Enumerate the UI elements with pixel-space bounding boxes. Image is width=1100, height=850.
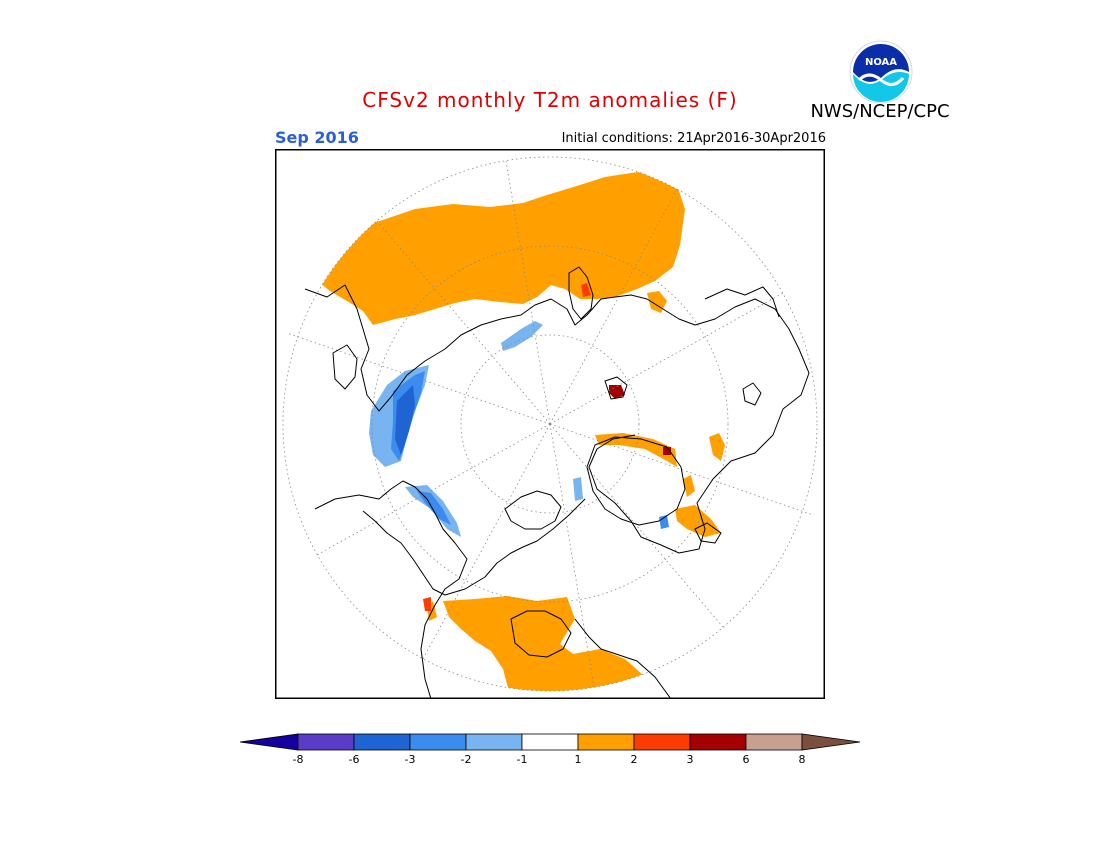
colorbar-tick-label: 1 [575,753,582,766]
colorbar-arrow-low [239,733,299,751]
colorbar-bin [689,733,747,751]
coast-arctic-islands [504,490,562,530]
colorbar-tick-label: 6 [743,753,750,766]
map-frame-border [275,149,825,699]
coast-novaya-zemlya [568,266,594,320]
agency-label: NWS/NCEP/CPC [810,101,950,122]
coastlines [304,266,810,699]
target-month: Sep 2016 [275,128,359,147]
colorbar-tick-label: -8 [293,753,304,766]
coast-alaska [314,480,468,699]
warm-anomaly-siberia [315,169,685,325]
coast-siberia [304,284,810,412]
logo-text: NOAA [865,57,897,68]
cool3-anomaly-siberia-east [395,385,415,455]
graticule [282,156,818,692]
coast-hudson [510,610,572,658]
warm-anomaly-canada [443,596,645,691]
warm-anomaly-greenland-coast [595,433,677,467]
coast-kamchatka [332,344,358,390]
polar-map [275,149,825,699]
warm-anomaly-kamchatka [647,291,667,313]
chart-title: CFSv2 monthly T2m anomalies (F) [362,88,738,112]
coast-svalbard [604,376,628,400]
coast-canada [362,498,586,596]
coast-europe [588,372,810,554]
colorbar-bin [353,733,411,751]
cool-anomaly-islands [573,477,583,501]
colorbar-bin [633,733,691,751]
colorbar-tick-label: 3 [687,753,694,766]
warm2-anomaly-spot [423,597,431,611]
colorbar-bin [409,733,467,751]
colorbar-tick-label: -3 [405,753,416,766]
colorbar-tick-label: -1 [517,753,528,766]
colorbar-arrow-high [801,733,861,751]
initial-conditions: Initial conditions: 21Apr2016-30Apr2016 [561,131,826,146]
colorbar-bin [297,733,355,751]
warm2-anomaly-spot [581,283,591,297]
colorbar-tick-label: -6 [349,753,360,766]
warm-anomaly-scandinavia [675,505,721,537]
colorbar-tick-label: 8 [799,753,806,766]
noaa-logo: NOAA [849,40,913,104]
colorbar: -8 -6 -3 -2 -1 1 2 3 6 8 [239,733,861,766]
colorbar-bin [465,733,523,751]
coast-iceland [694,522,722,544]
colorbar-tick-label: -2 [461,753,472,766]
colorbar-bin [521,733,579,751]
colorbar-bin [745,733,803,751]
coast-north-america-east [574,618,672,699]
warm-anomaly-scandinavia-coast [683,475,695,497]
cool2-anomaly-canada-arctic [659,515,669,529]
coast-greenland [586,436,686,526]
colorbar-bin [577,733,635,751]
warm-anomaly-baffin [709,433,725,461]
cool2-anomaly-alaska [417,491,451,525]
colorbar-tick-label: 2 [631,753,638,766]
coast-british-isles [742,382,762,406]
coast-scandinavia [704,286,780,318]
